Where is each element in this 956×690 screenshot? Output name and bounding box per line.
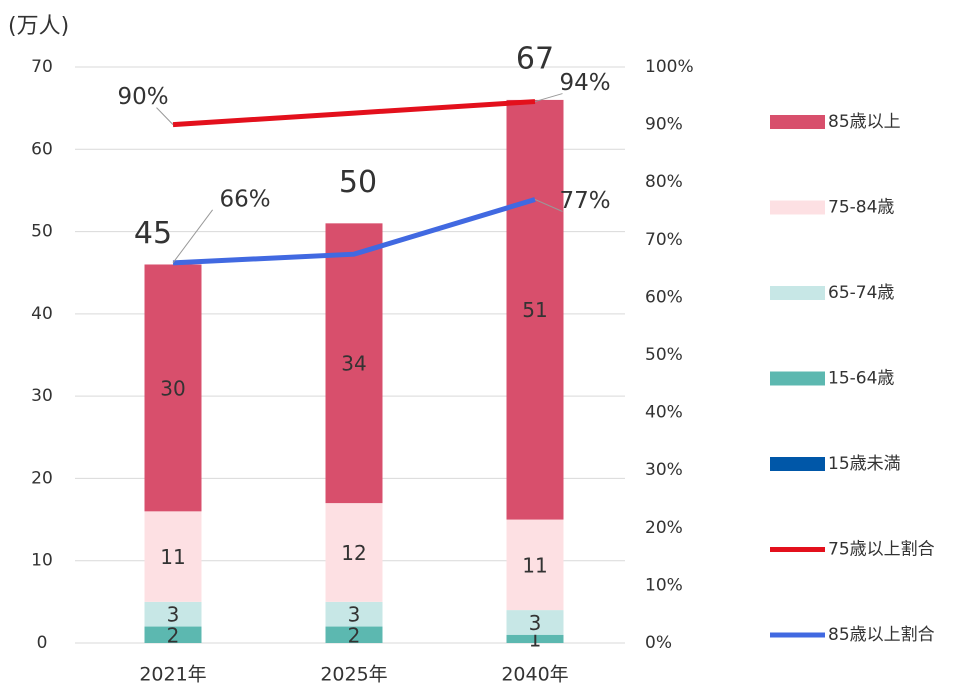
bar-value-label: 11 bbox=[522, 553, 547, 577]
total-label: 67 bbox=[516, 41, 554, 76]
y-tick-label: 60 bbox=[31, 139, 53, 159]
line-value-label: 77% bbox=[559, 188, 610, 214]
bar-segment bbox=[144, 601, 202, 627]
bar-segment bbox=[506, 634, 564, 643]
bar-segment bbox=[144, 264, 202, 512]
y-tick-label: 70 bbox=[31, 57, 53, 77]
y-tick-label: 50 bbox=[31, 222, 53, 242]
y2-tick-label: 90% bbox=[645, 115, 683, 135]
y2-tick-label: 10% bbox=[645, 575, 683, 595]
leader-line bbox=[534, 199, 563, 212]
y2-tick-label: 30% bbox=[645, 460, 683, 480]
bar-value-label: 3 bbox=[529, 611, 542, 635]
bar-value-label: 11 bbox=[160, 545, 185, 569]
y2-tick-label: 70% bbox=[645, 230, 683, 250]
legend-label: 15歳未満 bbox=[828, 454, 901, 474]
y2-tick-label: 60% bbox=[645, 287, 683, 307]
y-tick-label: 40 bbox=[31, 304, 53, 324]
x-tick-label: 2040年 bbox=[501, 664, 568, 686]
bar-segment bbox=[144, 626, 202, 643]
x-tick-label: 2021年 bbox=[139, 664, 206, 686]
legend-label: 75歳以上割合 bbox=[828, 540, 935, 560]
legend-label: 65-74歳 bbox=[828, 283, 894, 303]
leader-line bbox=[156, 107, 174, 125]
y2-tick-label: 80% bbox=[645, 172, 683, 192]
bar-value-label: 34 bbox=[341, 352, 366, 376]
bar-segment bbox=[325, 223, 383, 504]
legend-swatch bbox=[770, 115, 825, 129]
bar-value-label: 51 bbox=[522, 298, 547, 322]
bar-value-label: 30 bbox=[160, 376, 185, 400]
y-tick-label: 30 bbox=[31, 386, 53, 406]
legend-label: 85歳以上 bbox=[828, 112, 901, 132]
legend-label: 75-84歳 bbox=[828, 198, 894, 218]
line bbox=[172, 197, 536, 266]
bar-value-label: 2 bbox=[348, 623, 361, 647]
y2-tick-label: 100% bbox=[645, 57, 694, 77]
bar-segment bbox=[325, 503, 383, 602]
legend-swatch bbox=[770, 200, 825, 215]
y2-tick-label: 40% bbox=[645, 403, 683, 423]
y2-tick-label: 50% bbox=[645, 345, 683, 365]
bar-value-label: 2 bbox=[167, 623, 180, 647]
total-label: 50 bbox=[339, 165, 377, 200]
bar-segment bbox=[144, 511, 202, 602]
bar-segment bbox=[506, 519, 564, 611]
bar-value-label: 3 bbox=[348, 603, 361, 627]
line-value-label: 66% bbox=[219, 186, 270, 212]
total-label: 45 bbox=[134, 216, 172, 251]
y-tick-label: 10 bbox=[31, 551, 53, 571]
bar-value-label: 3 bbox=[167, 603, 180, 627]
y-axis-label: (万人) bbox=[8, 14, 69, 39]
bar-segment bbox=[325, 626, 383, 643]
bar-segment bbox=[506, 99, 564, 520]
x-tick-label: 2025年 bbox=[320, 664, 387, 686]
y-tick-label: 20 bbox=[31, 468, 53, 488]
bar-value-label: 12 bbox=[341, 541, 366, 565]
legend-swatch bbox=[770, 371, 825, 386]
y-tick-label: 0 bbox=[37, 633, 48, 653]
y2-tick-label: 0% bbox=[645, 633, 672, 653]
legend-label: 85歳以上割合 bbox=[828, 625, 935, 645]
leader-line bbox=[534, 93, 563, 103]
legend-swatch bbox=[770, 457, 825, 471]
bar-segment bbox=[506, 610, 564, 635]
legend-swatch bbox=[770, 286, 825, 300]
line bbox=[172, 99, 536, 128]
legend-label: 15-64歳 bbox=[828, 369, 894, 389]
line-value-label: 90% bbox=[117, 84, 168, 110]
line-value-label: 94% bbox=[559, 70, 610, 96]
y2-tick-label: 20% bbox=[645, 518, 683, 538]
bar-segment bbox=[325, 601, 383, 627]
leader-line bbox=[172, 209, 214, 264]
